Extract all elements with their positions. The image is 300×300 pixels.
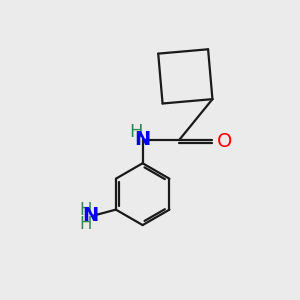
Text: H: H [129, 123, 143, 141]
Text: H: H [79, 215, 92, 233]
Text: N: N [83, 206, 99, 225]
Text: O: O [217, 132, 232, 151]
Text: H: H [79, 201, 92, 219]
Text: N: N [134, 130, 151, 149]
